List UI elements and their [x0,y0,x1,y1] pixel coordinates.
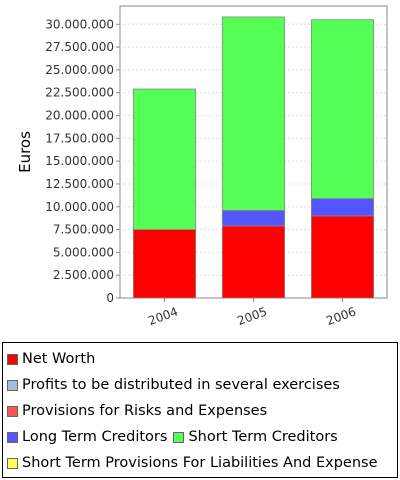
bar-segment [310,198,375,217]
y-tick-label: 2.500.000 [53,268,114,282]
bar-segment [221,209,286,227]
legend-item-long-term-creditors: Long Term Creditors [7,429,167,445]
legend-swatch [7,431,18,443]
legend-swatch [7,405,18,417]
legend-label: Long Term Creditors [22,429,168,445]
bar-segment [221,225,286,299]
legend-line-5: Short Term Provisions For Liabilities An… [7,453,384,473]
x-tick-label: 2006 [324,304,357,328]
y-tick-label: 15.000.000 [45,154,114,168]
bar-segment [132,229,197,299]
y-tick-label: 17.500.000 [45,131,114,145]
x-tick-label: 2004 [146,304,179,328]
legend-label: Profits to be distributed in several exe… [22,377,340,393]
legend-label: Provisions for Risks and Expenses [22,403,268,419]
legend-label: Short Term Creditors [188,429,338,445]
y-tick-label: 5.000.000 [53,245,114,259]
y-tick-label: 22.500.000 [45,86,114,100]
legend-line-1: Net Worth [7,349,101,369]
legend-line-4: Long Term Creditors Short Term Creditors [7,427,344,447]
y-tick-label: 25.000.000 [45,63,114,77]
legend: Net Worth Profits to be distributed in s… [2,342,398,478]
y-tick-label: 0 [106,291,114,305]
legend-label: Net Worth [22,351,96,367]
y-tick-label: 7.500.000 [53,223,114,237]
legend-swatch [173,431,185,443]
legend-item-net-worth: Net Worth [7,351,95,367]
y-tick-label: 20.000.000 [45,109,114,123]
legend-swatch [7,353,18,365]
y-tick-label: 30.000.000 [45,17,114,31]
y-axis-label: Euros [16,131,34,173]
bar-segment [310,215,375,299]
legend-item-provisions: Provisions for Risks and Expenses [7,403,267,419]
legend-item-short-term-provisions: Short Term Provisions For Liabilities An… [7,455,378,471]
legend-swatch [7,457,18,469]
y-tick-label: 27.500.000 [45,40,114,54]
bar-segment [310,19,375,199]
x-tick-label: 2005 [235,304,268,328]
legend-swatch [7,379,18,391]
legend-line-2: Profits to be distributed in several exe… [7,375,346,395]
stacked-bar-chart: 0 2.500.000 5.000.000 7.500.000 10.000.000 12… [16,5,388,328]
bar-segment [132,88,197,230]
legend-label: Short Term Provisions For Liabilities An… [22,455,378,471]
legend-item-short-term-creditors: Short Term Creditors [173,429,338,445]
legend-line-3: Provisions for Risks and Expenses [7,401,273,421]
bar-segment [221,16,286,211]
y-tick-label: 12.500.000 [45,177,114,191]
legend-item-profits: Profits to be distributed in several exe… [7,377,340,393]
y-tick-label: 10.000.000 [45,200,114,214]
